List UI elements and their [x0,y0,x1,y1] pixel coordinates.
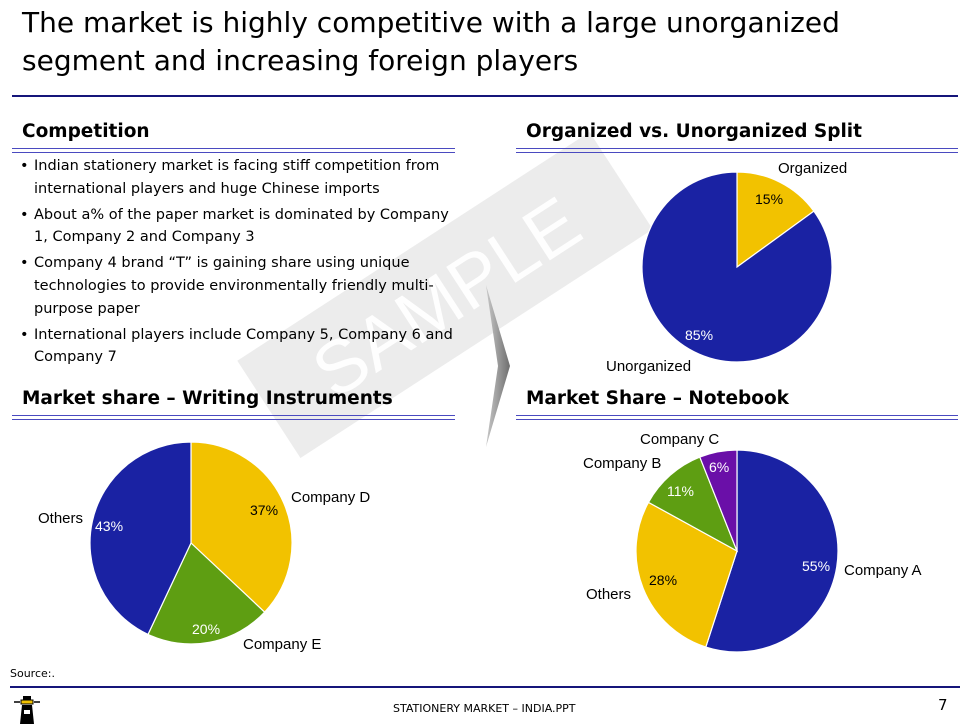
slice-label: Company E [243,636,322,653]
slice-label: Company D [291,489,371,506]
writing-instruments-divider [12,415,455,420]
organized-split-heading: Organized vs. Unorganized Split [526,121,862,142]
data-label: 15% [755,191,784,207]
organized-split-divider [516,148,958,153]
competition-heading: Competition [22,121,150,142]
slice-label: Unorganized [606,358,692,375]
data-label: 11% [667,483,694,499]
pie-slice-unorganized [641,171,833,363]
bullet-item: • About a% of the paper market is dominat… [20,206,449,246]
data-label: 43% [95,518,124,534]
source-note: Source:. [10,667,55,680]
footer-title: STATIONERY MARKET – INDIA.PPT [393,702,576,715]
bullet-item: • International players include Company 5… [20,326,453,366]
data-label: 20% [192,621,221,637]
chevron-arrow-icon [486,285,510,447]
pie-chart-0 [641,171,833,363]
page-number: 7 [938,696,948,714]
pie-slice-company-a [705,449,839,653]
competition-divider [12,148,455,153]
slice-label: Organized [778,160,848,177]
notebook-heading: Market Share – Notebook [526,388,789,409]
lighthouse-logo-icon [14,696,40,724]
pie-slice-organized [736,171,815,269]
slice-label: Others [586,586,632,603]
pie-slice-company-c [699,449,738,552]
pie-slice-company-e [147,541,266,645]
pie-chart-2 [635,449,839,653]
pie-slice-others [635,501,738,648]
pie-slice-company-b [647,456,739,553]
data-label: 28% [649,572,678,588]
bullet-item: • Company 4 brand “T” is gaining share us… [20,255,434,317]
writing-instruments-heading: Market share – Writing Instruments [22,388,393,409]
data-label: 6% [709,459,730,475]
notebook-divider [516,415,958,420]
slice-label: Company B [583,455,662,472]
footer-divider [10,686,960,688]
competition-bullet-list: • Indian stationery market is facing stif… [20,155,460,372]
title-divider [12,95,958,97]
pie-slice-others [89,441,192,636]
page-title: The market is highly competitive with a … [22,6,840,77]
data-label: 37% [250,502,279,518]
slice-label: Company C [640,431,720,448]
data-label: 85% [685,327,714,343]
data-label: 55% [802,558,831,574]
bullet-item: • Indian stationery market is facing stif… [20,158,440,197]
pie-chart-1 [89,441,293,645]
slice-label: Company A [844,562,922,579]
pie-slice-company-d [190,441,293,613]
slice-label: Others [38,510,84,527]
